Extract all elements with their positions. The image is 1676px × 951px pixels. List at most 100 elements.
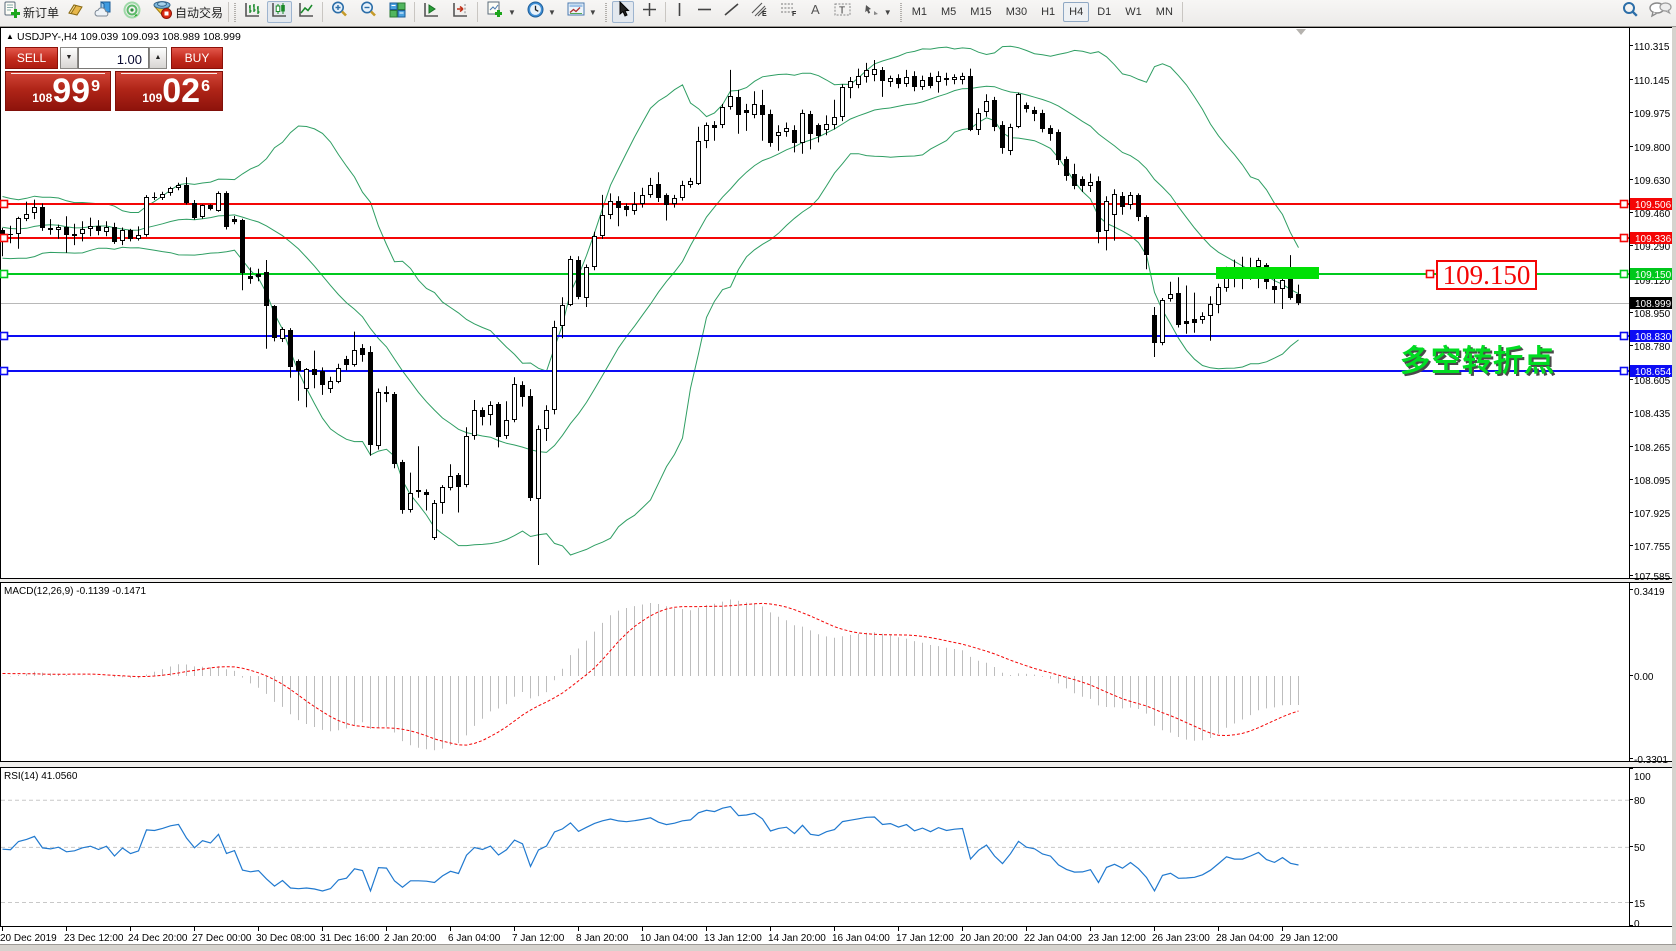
text-label-button[interactable]: T [830, 1, 855, 23]
metaeditor-button[interactable] [63, 1, 89, 23]
object-handles[interactable] [0, 199, 1629, 376]
dropdown-caret-icon[interactable]: ▼ [883, 7, 892, 17]
search-icon[interactable] [1621, 0, 1640, 24]
timeframe-M15[interactable]: M15 [970, 6, 992, 18]
annotation-cn-text[interactable]: 多空转折点 [1400, 345, 1555, 378]
autotrading-label: 自动交易 [175, 5, 224, 20]
svg-text:109.460: 109.460 [1634, 209, 1671, 220]
hline-109.336[interactable] [0, 237, 1629, 239]
timeframe-toolbar: M1 M5 M15 M30 H1 H4 D1 W1 MN [905, 2, 1180, 22]
hline-109.506[interactable] [0, 203, 1629, 205]
candlestick-chart-button[interactable] [267, 1, 293, 23]
svg-text:13 Jan 12:00: 13 Jan 12:00 [704, 933, 762, 944]
hline-108.83[interactable] [0, 335, 1629, 337]
window-bottom-edge [0, 944, 1676, 951]
periods-button[interactable]: ▼ [523, 1, 559, 23]
svg-text:108.265: 108.265 [1634, 443, 1671, 454]
zoom-in-button[interactable] [327, 1, 352, 23]
chat-icon[interactable] [1648, 0, 1672, 24]
toolbar-buttons: 新订单 自动交易 [0, 0, 1676, 24]
new-chart-button[interactable]: ▼ [482, 1, 519, 23]
svg-text:-0.3301: -0.3301 [1634, 755, 1668, 766]
timeframe-MN[interactable]: MN [1155, 6, 1173, 18]
timeframe-H4[interactable]: H4 [1063, 2, 1090, 22]
timeframe-D1[interactable]: D1 [1097, 6, 1112, 18]
chart-title: ▲ USDJPY-,H4 109.039 109.093 108.989 108.… [6, 31, 241, 43]
dropdown-caret-icon[interactable]: ▼ [508, 7, 516, 17]
horizontal-line-button[interactable] [693, 1, 716, 23]
object-handle[interactable] [1619, 269, 1629, 279]
volume-decrease-button[interactable]: ▼ [60, 47, 78, 69]
text-icon: A [808, 1, 823, 23]
timeframe-W1[interactable]: W1 [1125, 6, 1142, 18]
templates-button[interactable]: ▼ [563, 1, 600, 23]
timeframe-M1[interactable]: M1 [911, 6, 927, 18]
highlight-rectangle[interactable] [1216, 267, 1319, 279]
cursor-button[interactable] [611, 0, 634, 23]
fibonacci-button[interactable]: F [776, 1, 801, 23]
signals-button[interactable] [119, 1, 145, 23]
hline-108.654[interactable] [0, 370, 1629, 372]
object-handle[interactable] [0, 331, 9, 341]
zoom-in-icon [330, 0, 349, 24]
svg-text:T: T [839, 6, 845, 17]
horizontal-line-objects[interactable] [0, 203, 1629, 372]
toolbar-grip[interactable] [897, 2, 904, 22]
toolbar-separator [477, 2, 479, 22]
buy-price-box[interactable]: 109 02 6 [115, 71, 223, 111]
svg-text:50: 50 [1634, 843, 1646, 854]
dropdown-caret-icon[interactable]: ▼ [547, 7, 556, 17]
object-handle[interactable] [1619, 331, 1629, 341]
vertical-line-button[interactable] [670, 1, 689, 23]
toolbar-grip[interactable] [602, 2, 609, 22]
chart-shift-button[interactable] [448, 1, 473, 23]
autotrading-button[interactable]: 自动交易 [148, 1, 226, 23]
svg-text:109.336: 109.336 [1635, 234, 1672, 245]
volume-increase-button[interactable]: ▲ [149, 47, 167, 69]
buy-button[interactable]: BUY [171, 47, 223, 69]
crosshair-button[interactable] [638, 1, 661, 23]
volume-input[interactable] [78, 47, 149, 69]
toolbar-grip[interactable] [232, 2, 239, 22]
timeframe-H1[interactable]: H1 [1041, 6, 1056, 18]
zoom-out-button[interactable] [356, 1, 381, 23]
svg-text:108.654: 108.654 [1635, 367, 1672, 378]
sell-price-box[interactable]: 108 99 9 [5, 71, 111, 111]
toolbar-separator [228, 2, 230, 22]
auto-scroll-button[interactable] [419, 1, 444, 23]
line-chart-button[interactable] [294, 1, 319, 23]
sell-price-small: 108 [32, 91, 53, 105]
object-handle[interactable] [1619, 233, 1629, 243]
svg-text:27 Dec 00:00: 27 Dec 00:00 [192, 933, 252, 944]
hline-109.15[interactable] [0, 273, 1629, 275]
object-handle[interactable] [1619, 199, 1629, 209]
sell-button[interactable]: SELL [5, 47, 58, 69]
text-button[interactable]: A [805, 1, 826, 23]
trendline-button[interactable] [720, 1, 743, 23]
tile-windows-button[interactable] [385, 1, 410, 23]
svg-text:▲: ▲ [6, 32, 14, 41]
toolbar-separator [1181, 2, 1183, 22]
vps-cloud-button[interactable] [91, 0, 117, 23]
bar-chart-button[interactable] [240, 1, 265, 23]
trendline-icon [723, 1, 740, 23]
equidistant-channel-button[interactable]: E [747, 1, 772, 23]
svg-text:110.315: 110.315 [1634, 42, 1670, 53]
chart-shift-marker[interactable] [1296, 29, 1306, 35]
dropdown-caret-icon[interactable]: ▼ [588, 7, 597, 17]
object-handle[interactable] [1619, 366, 1629, 376]
object-handle[interactable] [0, 269, 9, 279]
new-order-button[interactable]: 新订单 [0, 1, 62, 23]
timeframe-M5[interactable]: M5 [941, 6, 957, 18]
price-axis[interactable]: 110.315 110.145 109.975 109.800 109.630 109.4… [1629, 42, 1671, 930]
object-handle[interactable] [0, 233, 9, 243]
object-handle[interactable] [1425, 269, 1435, 279]
vertical-line-icon [673, 1, 686, 23]
object-handle[interactable] [0, 199, 9, 209]
timeframe-M30[interactable]: M30 [1005, 6, 1028, 18]
arrows-button[interactable]: ▼ [859, 1, 895, 23]
time-axis[interactable]: 20 Dec 2019 23 Dec 12:00 24 Dec 20:00 27 De… [0, 927, 1338, 944]
object-handle[interactable] [0, 366, 9, 376]
price-callout-box[interactable]: 109.150 [1436, 260, 1537, 290]
